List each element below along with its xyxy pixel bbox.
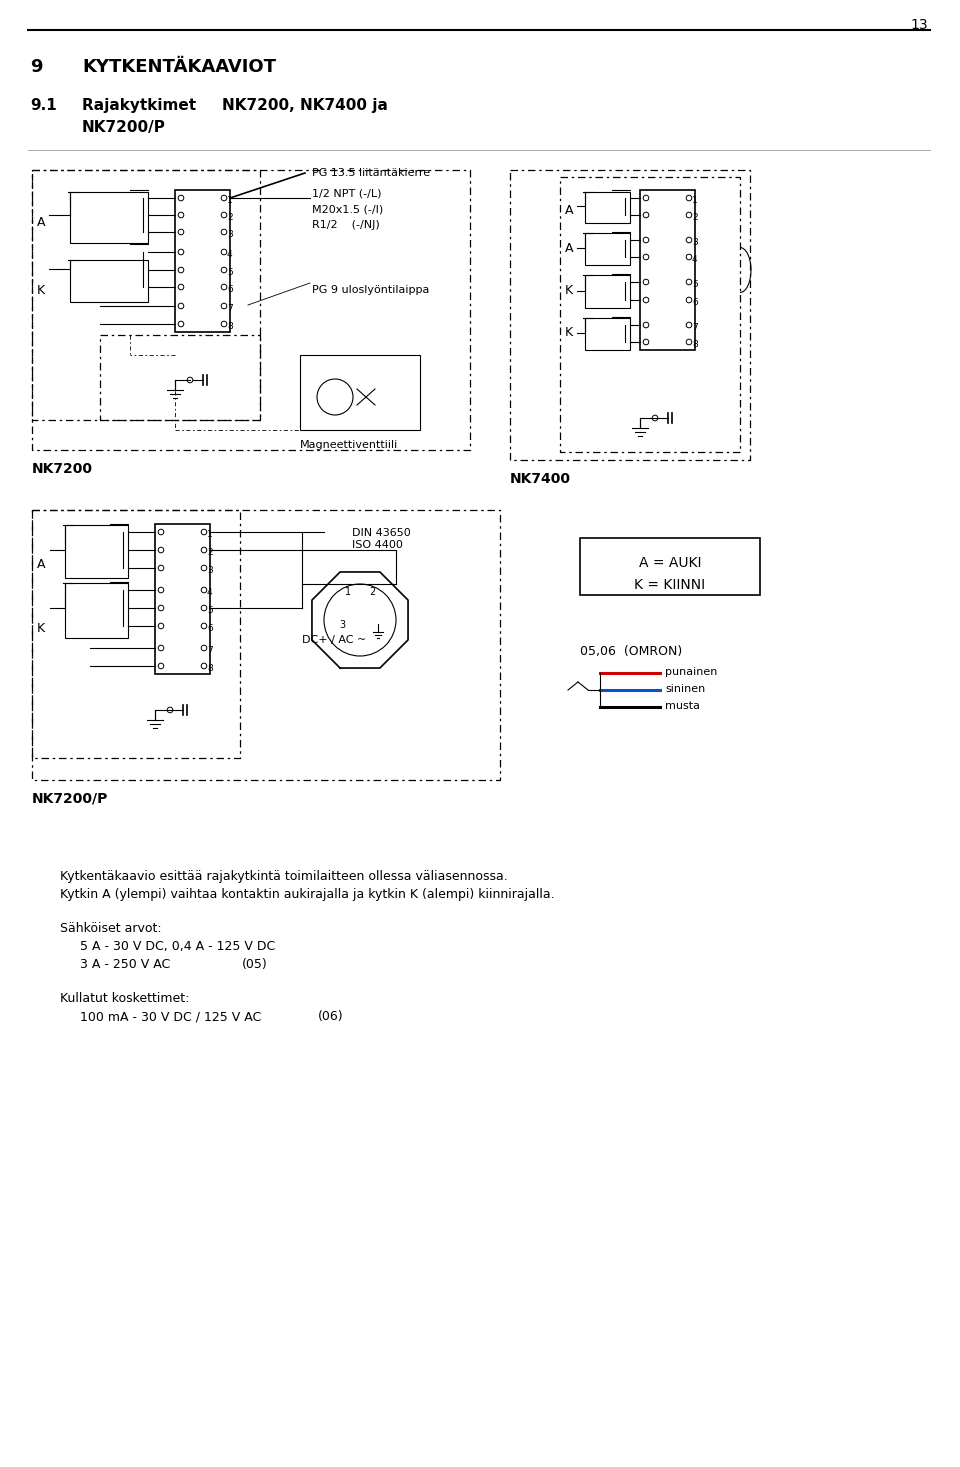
- Text: 9: 9: [30, 59, 42, 76]
- Text: 3: 3: [339, 621, 345, 629]
- Text: 3: 3: [227, 230, 232, 239]
- Text: 2: 2: [207, 549, 212, 557]
- Bar: [580, 538, 760, 596]
- Text: 6: 6: [692, 298, 698, 307]
- Text: 1: 1: [207, 530, 213, 538]
- Text: NK7200, NK7400 ja: NK7200, NK7400 ja: [222, 98, 388, 113]
- Text: 4: 4: [227, 249, 232, 260]
- Text: sininen: sininen: [665, 684, 706, 694]
- Text: PG 13.5 liitäntäkierre: PG 13.5 liitäntäkierre: [312, 169, 430, 178]
- Text: musta: musta: [665, 701, 700, 711]
- Text: A: A: [37, 559, 45, 572]
- Text: Sähköiset arvot:: Sähköiset arvot:: [60, 921, 161, 934]
- Text: 1: 1: [692, 197, 698, 205]
- Text: M20x1.5 (-/I): M20x1.5 (-/I): [312, 204, 383, 214]
- Text: 13: 13: [910, 18, 928, 32]
- Text: 7: 7: [692, 323, 698, 332]
- Text: KYTKENTÄKAAVIOT: KYTKENTÄKAAVIOT: [82, 59, 276, 76]
- Text: 7: 7: [207, 645, 213, 654]
- Text: Kullatut koskettimet:: Kullatut koskettimet:: [60, 992, 189, 1005]
- Text: 100 mA - 30 V DC / 125 V AC: 100 mA - 30 V DC / 125 V AC: [80, 1009, 261, 1022]
- Text: 2: 2: [692, 213, 698, 222]
- Text: DC+ / AC ~: DC+ / AC ~: [302, 635, 367, 645]
- Text: 8: 8: [227, 321, 232, 332]
- Text: NK7200/P: NK7200/P: [82, 120, 166, 135]
- Text: R1/2    (-/NJ): R1/2 (-/NJ): [312, 220, 380, 230]
- Text: 4: 4: [207, 588, 212, 597]
- Bar: [175, 191, 230, 332]
- Bar: [155, 524, 210, 673]
- Text: 5: 5: [692, 280, 698, 289]
- Text: NK7400: NK7400: [510, 472, 571, 486]
- Text: NK7200/P: NK7200/P: [32, 792, 108, 805]
- Bar: [70, 260, 148, 302]
- Text: 6: 6: [227, 285, 232, 293]
- Text: 5: 5: [227, 268, 232, 277]
- Bar: [65, 525, 128, 578]
- Bar: [585, 192, 630, 223]
- Text: 3 A - 250 V AC: 3 A - 250 V AC: [80, 958, 170, 971]
- Text: 05,06  (OMRON): 05,06 (OMRON): [580, 645, 683, 659]
- Bar: [640, 191, 695, 351]
- Text: 9.1: 9.1: [30, 98, 57, 113]
- Text: K: K: [37, 285, 45, 298]
- Text: A: A: [565, 242, 573, 254]
- Text: 5 A - 30 V DC, 0,4 A - 125 V DC: 5 A - 30 V DC, 0,4 A - 125 V DC: [80, 940, 276, 954]
- Text: Magneettiventtiili: Magneettiventtiili: [300, 440, 398, 450]
- Text: K: K: [565, 327, 573, 339]
- Text: Kytkin A (ylempi) vaihtaa kontaktin aukirajalla ja kytkin K (alempi) kiinnirajal: Kytkin A (ylempi) vaihtaa kontaktin auki…: [60, 888, 555, 901]
- Bar: [585, 233, 630, 266]
- Text: Rajakytkimet: Rajakytkimet: [82, 98, 202, 113]
- Text: A: A: [565, 204, 573, 217]
- Text: A = AUKI: A = AUKI: [638, 556, 701, 571]
- Text: 5: 5: [207, 606, 213, 615]
- Text: K: K: [565, 283, 573, 296]
- Text: Kytkentäkaavio esittää rajakytkintä toimilaitteen ollessa väliasennossa.: Kytkentäkaavio esittää rajakytkintä toim…: [60, 870, 508, 883]
- Text: punainen: punainen: [665, 667, 717, 676]
- Text: DIN 43650: DIN 43650: [352, 528, 411, 538]
- Text: 6: 6: [207, 623, 213, 632]
- Bar: [65, 582, 128, 638]
- Text: 1: 1: [227, 197, 232, 205]
- Text: 1/2 NPT (-/L): 1/2 NPT (-/L): [312, 188, 381, 198]
- Text: ISO 4400: ISO 4400: [352, 540, 403, 550]
- Text: K = KIINNI: K = KIINNI: [635, 578, 706, 593]
- Text: 1: 1: [345, 587, 351, 597]
- Text: 3: 3: [692, 238, 698, 246]
- Text: 8: 8: [207, 665, 213, 673]
- Bar: [70, 192, 148, 244]
- Text: 8: 8: [692, 340, 698, 349]
- Bar: [300, 355, 420, 430]
- Bar: [585, 318, 630, 351]
- Text: 2: 2: [227, 213, 232, 222]
- Text: 3: 3: [207, 566, 213, 575]
- Text: PG 9 uloslyöntilaippa: PG 9 uloslyöntilaippa: [312, 285, 429, 295]
- Text: (05): (05): [242, 958, 268, 971]
- Text: (06): (06): [318, 1009, 344, 1022]
- Text: 7: 7: [227, 304, 232, 312]
- Bar: [585, 274, 630, 308]
- Text: 2: 2: [369, 587, 375, 597]
- Text: NK7200: NK7200: [32, 462, 93, 475]
- Text: A: A: [37, 217, 45, 229]
- Text: K: K: [37, 622, 45, 635]
- Text: 4: 4: [692, 255, 698, 264]
